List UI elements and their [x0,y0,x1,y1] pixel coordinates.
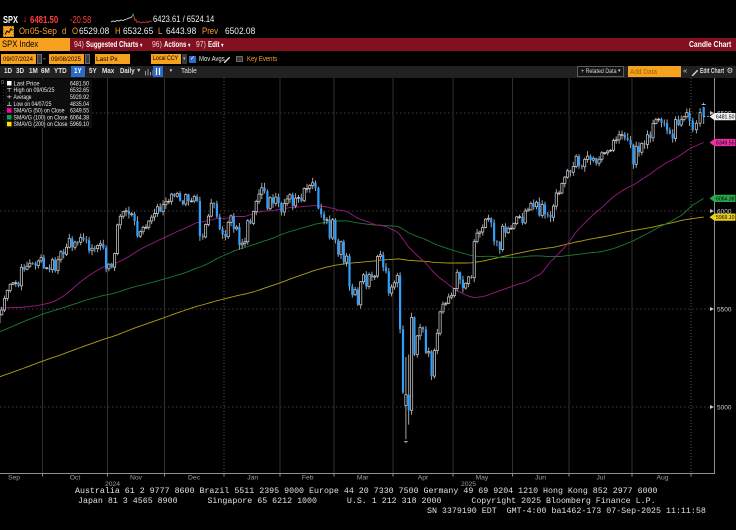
svg-text:2024: 2024 [105,481,120,488]
svg-text:6349.55: 6349.55 [716,141,735,147]
svg-text:0: 0 [1,80,4,86]
svg-text:May: May [475,475,488,482]
svg-text:Oct: Oct [70,475,81,482]
svg-text:6064.38: 6064.38 [716,197,735,203]
svg-text:2025: 2025 [461,481,476,488]
svg-text:SMAVG (100) on Close: SMAVG (100) on Close [14,114,69,121]
svg-text:Jul: Jul [596,475,605,482]
svg-text:Feb: Feb [302,475,314,482]
svg-text:5929.92: 5929.92 [70,94,90,101]
svg-text:6481.50: 6481.50 [716,115,735,121]
svg-text:5969.10: 5969.10 [70,121,90,128]
svg-text:4835.04: 4835.04 [70,101,90,108]
svg-text:Nov: Nov [130,475,143,482]
svg-text:6064.38: 6064.38 [70,114,90,121]
svg-text:Dec: Dec [188,475,201,482]
svg-text:5500: 5500 [717,306,732,313]
svg-text:Average: Average [14,94,32,101]
svg-text:6000: 6000 [717,208,732,215]
svg-text:6532.65: 6532.65 [70,87,90,94]
svg-text:Apr: Apr [418,475,429,482]
svg-text:Sep: Sep [8,475,20,482]
svg-text:Mar: Mar [357,475,369,482]
svg-text:SMAVG (50) on Close: SMAVG (50) on Close [14,108,66,115]
svg-text:5969.10: 5969.10 [716,215,735,221]
svg-text:Aug: Aug [656,475,668,482]
svg-text:6349.55: 6349.55 [70,108,90,115]
svg-text:Jun: Jun [535,475,546,482]
svg-text:High on 09/05/25: High on 09/05/25 [14,87,56,94]
svg-text:Jan: Jan [247,475,258,482]
svg-text:6481.50: 6481.50 [70,80,90,87]
svg-text:5000: 5000 [717,404,732,411]
svg-text:SMAVG (200) on Close: SMAVG (200) on Close [14,121,69,128]
svg-text:Last Price: Last Price [14,80,41,87]
svg-text:Low on 04/07/25: Low on 04/07/25 [14,101,53,108]
